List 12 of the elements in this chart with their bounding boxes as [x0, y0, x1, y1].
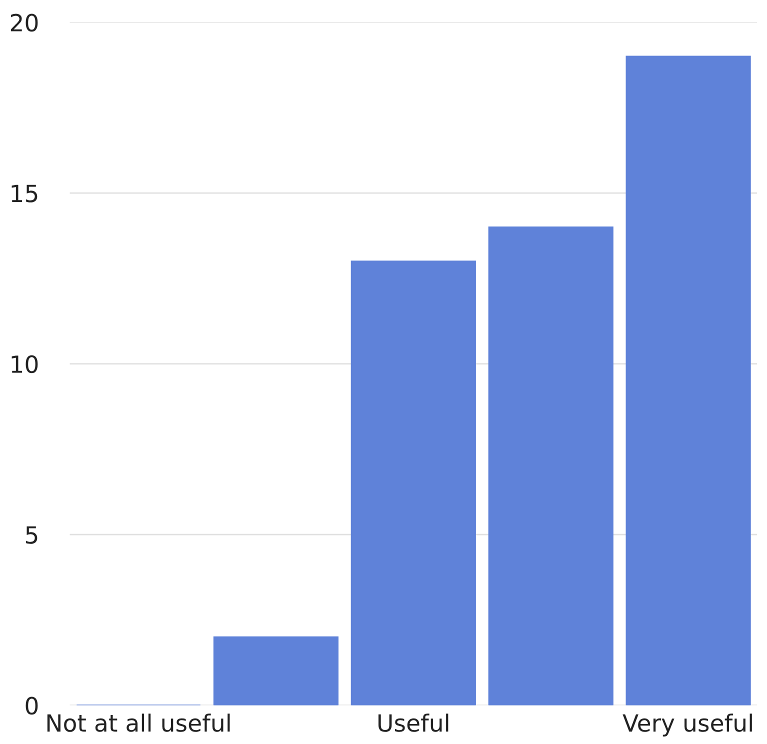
y-tick-label: 5 [26, 526, 38, 544]
y-tick-label: 0 [26, 696, 38, 715]
bar [488, 226, 614, 706]
y-tick-label: 20 [10, 14, 38, 32]
y-tick-label: 15 [12, 184, 38, 202]
x-tick-label: Very useful [622, 714, 752, 736]
bar [213, 636, 339, 706]
bar [350, 260, 476, 706]
x-tick-label: Not at all useful [47, 714, 230, 732]
y-tick-label: 10 [12, 355, 38, 374]
x-tick-label: Useful [378, 714, 448, 732]
bar [626, 56, 751, 706]
